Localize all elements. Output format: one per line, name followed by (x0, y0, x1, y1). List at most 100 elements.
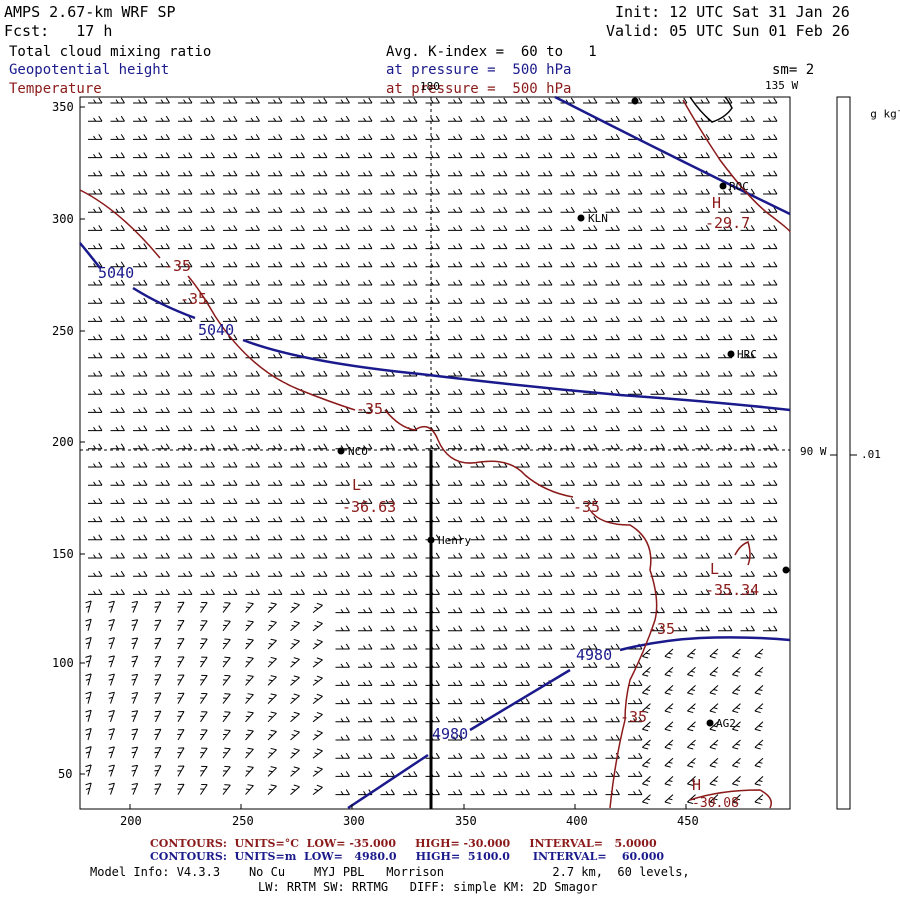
wind-barb (268, 188, 283, 195)
wind-barb (290, 516, 305, 523)
wind-barb (605, 297, 620, 304)
wind-barb (155, 461, 170, 468)
wind-barb (178, 479, 193, 486)
wind-barb (605, 661, 620, 668)
wind-barb (313, 115, 328, 122)
wind-barb (223, 152, 238, 159)
wind-barb (335, 188, 350, 195)
wind-barb (380, 607, 395, 614)
wind-barb (673, 388, 688, 395)
axis-ticks (80, 106, 687, 809)
wind-barb (583, 716, 598, 723)
wind-barb (380, 680, 395, 686)
wind-barb (763, 479, 778, 486)
wind-barb (695, 407, 710, 413)
wind-barb (131, 728, 139, 741)
wind-barb (290, 620, 300, 632)
wind-barb (358, 534, 373, 541)
wind-barb (515, 225, 530, 231)
wind-barb (223, 479, 238, 486)
wind-barb (110, 279, 125, 286)
wind-barb (673, 625, 688, 632)
wind-barb (245, 134, 260, 140)
wind-barb (695, 479, 710, 486)
wind-barb (178, 552, 193, 559)
wind-barb (538, 698, 553, 705)
wind-barb (642, 703, 651, 714)
wind-barb (88, 206, 103, 213)
contour-5040-main (242, 338, 791, 412)
wind-barb (312, 620, 323, 632)
wind-barb (425, 97, 440, 104)
wind-barb (538, 789, 553, 796)
wind-barb (200, 516, 215, 523)
wind-barb (650, 279, 665, 286)
wind-barb (335, 570, 350, 577)
wind-barb (470, 461, 485, 468)
wind-barb (380, 552, 395, 559)
wind-barb (290, 206, 305, 213)
wind-barb (754, 739, 764, 750)
wind-barb (335, 516, 350, 523)
wind-barb (695, 316, 710, 322)
wind-barb (200, 225, 215, 231)
wind-barb (200, 693, 208, 704)
wind-barb (538, 316, 553, 322)
wind-barb (131, 692, 139, 704)
wind-barb (560, 170, 575, 177)
wind-barb (88, 225, 103, 231)
wind-barb (687, 666, 696, 677)
wind-barb (448, 115, 463, 122)
wind-barb (358, 297, 373, 304)
wind-barb (695, 589, 710, 595)
wind-barb (583, 425, 598, 432)
wind-barb (268, 115, 283, 122)
wind-barb (223, 516, 238, 523)
wind-barb (515, 589, 530, 595)
wind-barb (178, 206, 193, 213)
station-label-kln: KLN (588, 212, 608, 225)
wind-barb (154, 783, 162, 795)
wind-barb (108, 655, 115, 668)
wind-barb (448, 279, 463, 286)
wind-barb (177, 656, 185, 668)
wind-barb (403, 734, 418, 741)
wind-barb (200, 589, 215, 595)
wind-barb (628, 479, 643, 486)
wind-barb (312, 693, 323, 704)
wind-barb (200, 443, 215, 450)
wind-barb (605, 425, 620, 432)
wind-barb (605, 771, 620, 777)
wind-barb (178, 334, 193, 341)
wind-barb (290, 443, 305, 450)
wind-barb (628, 261, 643, 268)
wind-barb (335, 643, 350, 650)
meridian-135-label: 135 W (765, 79, 799, 92)
wind-barb (583, 498, 598, 504)
wind-barb (358, 752, 373, 759)
wind-barb (380, 425, 395, 432)
contour-4980-low (347, 753, 429, 810)
wind-barb (403, 188, 418, 195)
wind-barb (245, 602, 254, 613)
wind-barb (605, 443, 620, 450)
wind-barb (493, 115, 508, 122)
wind-barb (718, 552, 733, 559)
wind-barb (290, 534, 305, 541)
wind-barb (763, 516, 778, 523)
wind-barb (583, 680, 598, 686)
wind-barb (673, 279, 688, 286)
wind-barb (448, 316, 463, 322)
wind-barb (290, 693, 300, 704)
wind-barb (650, 552, 665, 559)
wind-barb (290, 407, 305, 413)
wind-barb (470, 97, 485, 104)
wind-barb (560, 661, 575, 668)
wind-barb (664, 776, 674, 786)
wind-barb (583, 443, 598, 450)
wind-barb (763, 352, 778, 359)
wind-barb (673, 461, 688, 468)
wind-barb (538, 479, 553, 486)
wind-barb (515, 206, 530, 213)
wind-barb (718, 516, 733, 523)
